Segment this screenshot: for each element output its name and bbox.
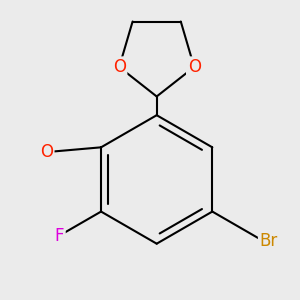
Text: Br: Br bbox=[260, 232, 278, 250]
Text: F: F bbox=[55, 227, 64, 245]
Text: O: O bbox=[113, 58, 126, 76]
Text: O: O bbox=[40, 143, 53, 161]
Text: O: O bbox=[188, 58, 201, 76]
